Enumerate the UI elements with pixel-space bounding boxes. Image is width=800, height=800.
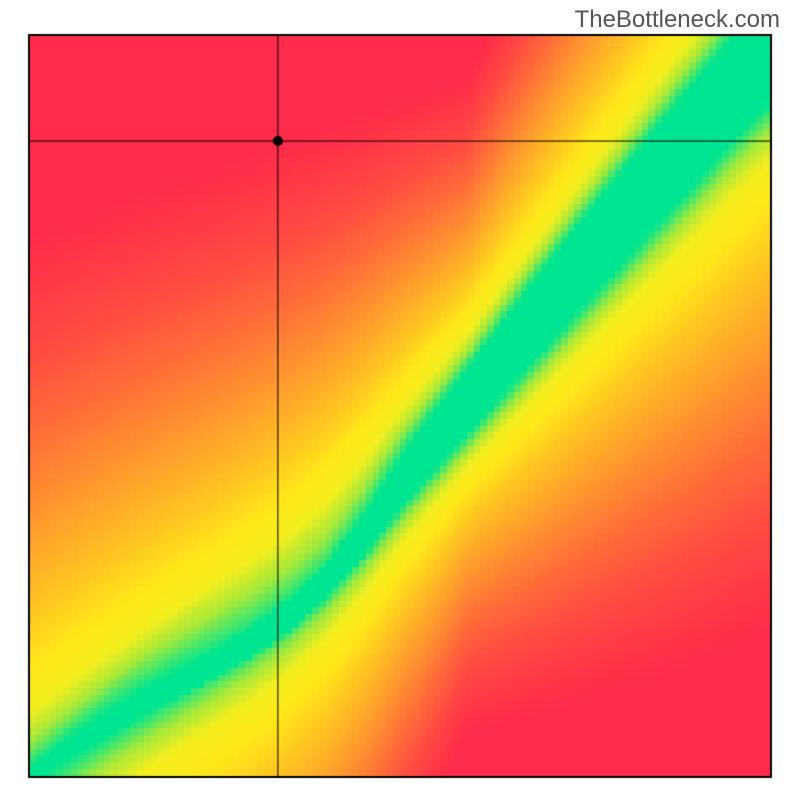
chart-container: { "type": "heatmap", "watermark": { "tex…: [0, 0, 800, 800]
watermark-text: TheBottleneck.com: [575, 6, 780, 34]
bottleneck-heatmap: [0, 0, 800, 800]
